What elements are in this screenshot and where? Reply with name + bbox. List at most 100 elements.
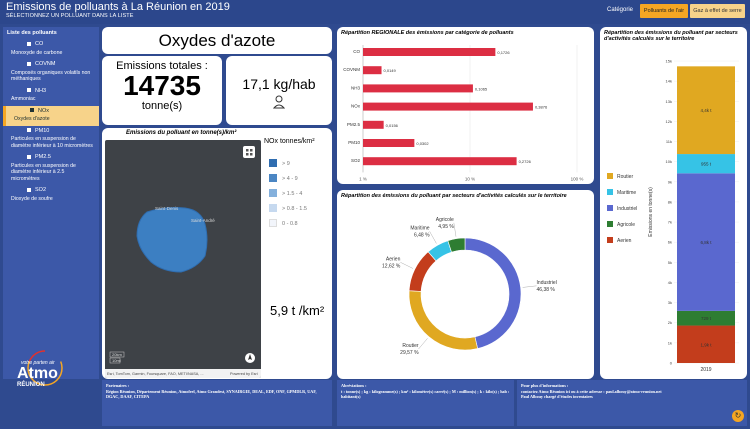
pollutant-code: COVNM (27, 61, 93, 68)
x-tick-label: 100 % (571, 176, 584, 181)
legend-swatch (269, 204, 277, 212)
regional-bar-chart-card: Répartition REGIONALE des émissions par … (337, 27, 594, 184)
bar (363, 84, 473, 93)
pie-leader-line (522, 285, 537, 288)
pie-label: Maritime (410, 225, 429, 231)
bar (363, 157, 517, 166)
partners-text: Région Réunion, Département Réunion, Atm… (106, 388, 317, 400)
y-tick-label: 1k (668, 340, 672, 345)
stack-segment (677, 66, 735, 155)
map-scale-mi: 10mi (112, 358, 121, 363)
pie-leader-line (453, 222, 457, 237)
app-title: Emissions de polluants à La Réunion en 2… (6, 1, 230, 13)
legend-label: Aerien (617, 238, 632, 244)
y-tick-label: 2k (668, 320, 672, 325)
pie-leader-line (418, 338, 428, 350)
footer-abbreviations: Abréviations : t : tonne(s) ; kg : kilog… (337, 380, 514, 426)
bar-value-label: 0,0149 (384, 68, 397, 73)
bar-chart-title: Répartition REGIONALE des émissions par … (341, 30, 514, 36)
legend-item: > 4 - 9 (264, 174, 330, 189)
bar (363, 120, 384, 129)
bar (363, 102, 533, 111)
stack-segment (677, 154, 735, 174)
pie-leader-line (429, 231, 437, 244)
footer-contact: Pour plus d'informations : contactez Atm… (517, 380, 747, 426)
pollutant-item-nh3[interactable]: NH3 Ammoniac (3, 86, 99, 106)
total-emissions-unit: tonne(s) (141, 100, 183, 112)
logo-region: RÉUNION (17, 380, 45, 388)
pollutant-item-pm10[interactable]: PM10 Particules en suspension de diamètr… (3, 126, 99, 153)
y-tick-label: NH3 (351, 85, 360, 90)
greenhouse-gas-button[interactable]: Gaz à effet de serre (690, 4, 745, 18)
pollutant-code: PM2.5 (27, 154, 93, 161)
y-tick-label: 11k (666, 139, 672, 144)
bar (363, 48, 496, 56)
pollutant-code: CO (27, 41, 93, 48)
legend-item: 0 - 0.8 (264, 219, 330, 234)
y-tick-label: 5k (668, 260, 672, 265)
bar-value-label: 0,1065 (475, 86, 488, 91)
legend-label: Agricole (617, 222, 635, 228)
refresh-icon[interactable]: ↻ (732, 410, 744, 422)
legend-item: > 1.5 - 4 (264, 189, 330, 204)
y-tick-label: SO2 (351, 158, 361, 163)
reunion-island-shape (136, 207, 208, 273)
y-tick-label: PM10 (348, 140, 360, 145)
y-tick-label: 9k (668, 179, 672, 184)
stack-segment-label: 729 t (701, 316, 712, 321)
air-pollutants-button[interactable]: Polluants de l'air (640, 4, 688, 18)
pollutant-name: Monoxyde de carbone (11, 49, 63, 56)
y-tick-label: 8k (668, 199, 672, 204)
logo-brand: Atmo (17, 365, 58, 382)
bar-value-label: 0,0156 (386, 123, 399, 128)
pollutant-code: SO2 (27, 187, 93, 194)
pollutant-list: Liste des polluants CO Monoxyde de carbo… (3, 27, 99, 379)
legend-swatch (607, 237, 613, 243)
pollutant-item-nox[interactable]: NOx Oxydes d'azote (3, 105, 99, 126)
stacked-chart: 0 1k 2k 3k 4k 5k 6k 7k 8k 9k 10k 11k 12k 13k 14k 15k Emi… (607, 59, 739, 373)
abbreviations-text: t : tonne(s) ; kg : kilogramme(s) ; km² … (341, 388, 510, 400)
map-canvas: Saint-Denis Saint-André 20km 10mi Esri, … (105, 146, 261, 378)
pollutant-item-co[interactable]: CO Monoxyde de carbone (3, 39, 99, 59)
abbreviations-title: Abréviations : (341, 383, 367, 388)
place-label-saint-denis: Saint-Denis (155, 206, 179, 211)
pollutant-item-pm25[interactable]: PM2.5 Particules en suspension de diamèt… (3, 152, 99, 185)
person-icon (272, 95, 286, 109)
pollutant-code: NOx (30, 108, 93, 115)
y-tick-label: COVNM (343, 67, 360, 72)
legend-swatch (607, 205, 613, 211)
y-tick-label: CO (353, 49, 360, 54)
pie-value-label: 46,38 % (537, 287, 556, 293)
pollutant-name: Particules en suspension de diamètre inf… (11, 162, 76, 182)
partners-title: Partenaires : (106, 383, 130, 388)
map-card: Emissions du polluant en tonne(s)/km² Sa… (102, 128, 332, 379)
pollutant-item-so2[interactable]: SO2 Dioxyde de soufre (3, 185, 99, 205)
legend-swatch (607, 173, 613, 179)
legend-swatch (269, 159, 277, 167)
total-emissions-value: 14735 (123, 70, 201, 101)
legend-swatch (269, 219, 277, 227)
stack-segment (677, 325, 735, 363)
bar (363, 66, 382, 75)
map-legend-title: NOx tonnes/km² (264, 138, 315, 145)
contact-text[interactable]: contactez Atmo Réunion ici ou à cette ad… (521, 388, 662, 394)
emissions-map[interactable]: Saint-Denis Saint-André 20km 10mi Esri, … (105, 140, 261, 378)
y-tick-label: NOx (351, 104, 361, 109)
bar (363, 139, 415, 147)
stack-segment-label: 1,9k t (700, 342, 712, 347)
pollutant-item-covnm[interactable]: COVNM Composés organiques volatils non m… (3, 59, 99, 86)
pollutant-name: Composés organiques volatils non méthani… (11, 69, 91, 83)
pie-slice (408, 251, 437, 292)
top-header: Emissions de polluants à La Réunion en 2… (0, 0, 750, 24)
bar-value-label: 0,0302 (416, 141, 429, 146)
y-tick-label: 4k (668, 280, 672, 285)
category-label: Catégorie (607, 7, 634, 13)
bar-value-label: 0,3876 (535, 105, 548, 110)
legend-swatch (607, 189, 613, 195)
pie-label: Routier (402, 343, 418, 349)
total-emissions-label: Emissions totales : (116, 60, 208, 72)
bar-value-label: 0,2726 (519, 159, 532, 164)
bar-chart: 1 % 10 % 100 % CO 0,1726 COVNM 0,0149 NH3 0,1065… (343, 45, 584, 181)
pie-label: Agricole (436, 217, 454, 223)
